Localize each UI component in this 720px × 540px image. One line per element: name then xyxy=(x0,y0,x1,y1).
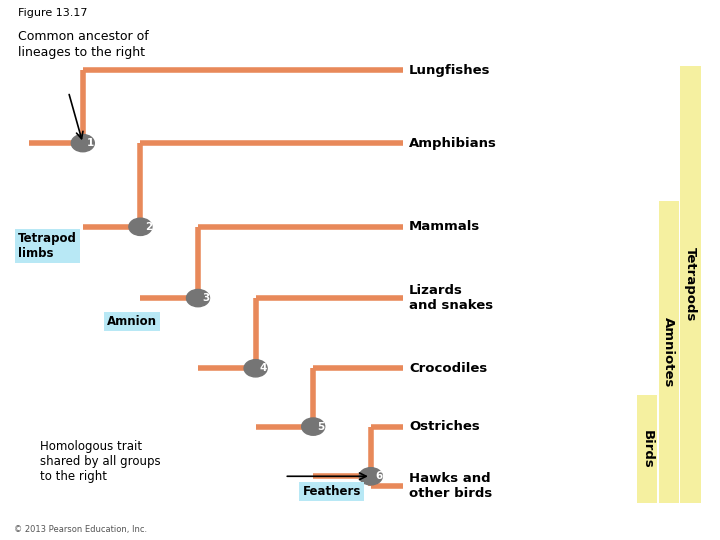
Circle shape xyxy=(71,134,94,152)
Text: 6: 6 xyxy=(375,471,382,481)
Text: Feathers: Feathers xyxy=(302,485,361,498)
FancyBboxPatch shape xyxy=(680,66,701,503)
Text: 2: 2 xyxy=(145,222,152,232)
Circle shape xyxy=(359,468,382,485)
Text: Common ancestor of
lineages to the right: Common ancestor of lineages to the right xyxy=(18,30,149,59)
Text: 5: 5 xyxy=(318,422,325,431)
Circle shape xyxy=(244,360,267,377)
Text: Ostriches: Ostriches xyxy=(409,420,480,433)
Circle shape xyxy=(186,289,210,307)
Text: Lizards
and snakes: Lizards and snakes xyxy=(409,284,493,312)
Text: Mammals: Mammals xyxy=(409,220,480,233)
Text: Crocodiles: Crocodiles xyxy=(409,362,487,375)
Text: Tetrapods: Tetrapods xyxy=(684,247,697,322)
Text: Amnion: Amnion xyxy=(107,315,156,328)
Text: Hawks and
other birds: Hawks and other birds xyxy=(409,472,492,500)
Circle shape xyxy=(302,418,325,435)
Circle shape xyxy=(129,218,152,235)
Text: Figure 13.17: Figure 13.17 xyxy=(18,8,88,18)
FancyBboxPatch shape xyxy=(637,395,657,503)
Text: Birds: Birds xyxy=(641,430,654,469)
Text: Tetrapod
limbs: Tetrapod limbs xyxy=(18,232,77,260)
Text: Homologous trait
shared by all groups
to the right: Homologous trait shared by all groups to… xyxy=(40,440,161,483)
FancyBboxPatch shape xyxy=(659,201,679,503)
Text: © 2013 Pearson Education, Inc.: © 2013 Pearson Education, Inc. xyxy=(14,524,148,534)
Text: 3: 3 xyxy=(202,293,210,303)
Text: 4: 4 xyxy=(260,363,267,373)
Text: Lungfishes: Lungfishes xyxy=(409,64,490,77)
Text: Amphibians: Amphibians xyxy=(409,137,497,150)
Text: 1: 1 xyxy=(87,138,94,148)
Text: Amniotes: Amniotes xyxy=(662,317,675,387)
